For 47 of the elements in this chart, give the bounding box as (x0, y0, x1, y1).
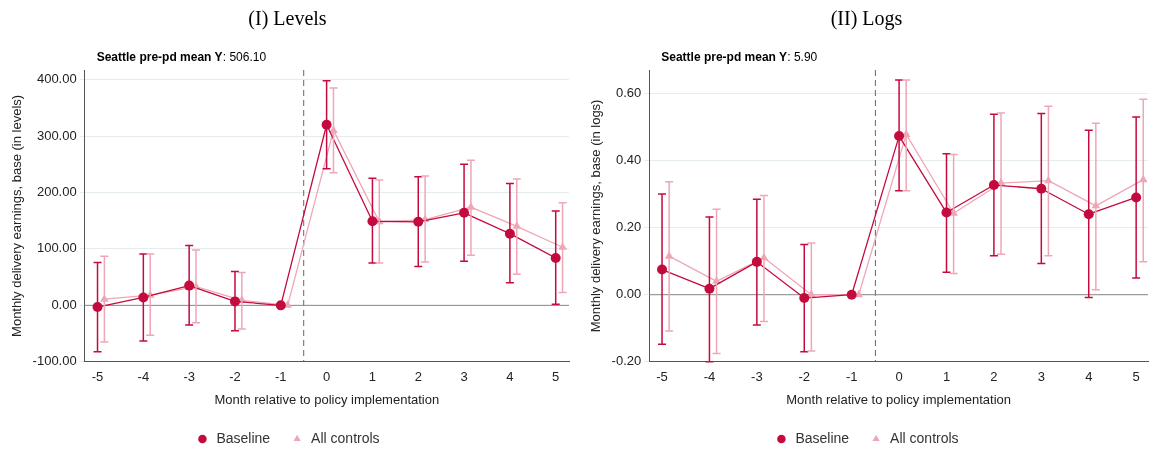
y-tick-label: 300.00 (36, 127, 77, 143)
x-tick-label: -4 (137, 369, 150, 385)
x-tick-label: 5 (1132, 369, 1140, 385)
x-tick-label: -2 (229, 369, 241, 385)
x-tick-label: -1 (845, 369, 858, 385)
x-tick-label: -3 (183, 369, 195, 385)
x-tick-label: -1 (275, 369, 287, 385)
legend-label: All controls (311, 429, 380, 446)
y-tick-label: -100.00 (32, 353, 77, 369)
y-tick-label: 100.00 (36, 240, 77, 256)
y-axis-title: Monthly delivery earnings, base (in logs) (588, 99, 604, 333)
text: Seattle pre-pd mean Y: 5.90 (661, 50, 818, 65)
x-tick-label: 2 (990, 369, 998, 385)
point (846, 289, 857, 300)
x-tick-label: -5 (91, 369, 104, 385)
x-tick-label: 5 (552, 369, 560, 385)
legend-label: All controls (890, 429, 959, 446)
chart-title: (I) Levels (248, 7, 327, 31)
x-tick-label: -5 (656, 369, 668, 385)
x-tick-label: -3 (751, 369, 763, 385)
y-tick-label: 0.60 (615, 85, 642, 101)
x-axis-title: Month relative to policy implementation (786, 391, 1011, 407)
legend-label: Baseline (216, 429, 271, 446)
x-tick-label: 1 (942, 369, 951, 385)
x-tick-label: -4 (703, 369, 716, 385)
x-tick-label: 3 (460, 369, 468, 385)
y-tick-label: 0.20 (615, 219, 642, 235)
y-tick-label: 400.00 (36, 71, 77, 87)
x-tick-label: 4 (506, 369, 514, 385)
x-tick-label: -2 (798, 369, 811, 385)
y-tick-label: 0.40 (615, 152, 642, 168)
x-axis-title: Month relative to policy implementation (214, 391, 440, 407)
x-tick-label: 2 (414, 369, 422, 385)
x-tick-label: 0 (323, 369, 331, 385)
text: Seattle pre-pd mean Y: 506.10 (96, 50, 267, 65)
point (275, 300, 286, 311)
chart-title: (II) Logs (830, 7, 903, 31)
x-tick-label: 0 (895, 369, 903, 385)
x-tick-label: 1 (368, 369, 377, 385)
y-axis-title: Monthly delivery earnings, base (in levels) (9, 94, 25, 337)
y-tick-label: 0.00 (51, 296, 77, 312)
y-tick-label: 200.00 (36, 184, 77, 200)
x-tick-label: 3 (1037, 369, 1045, 385)
y-tick-label: 0.00 (615, 286, 642, 302)
x-tick-label: 4 (1085, 369, 1093, 385)
y-tick-label: -0.20 (611, 353, 642, 369)
legend-label: Baseline (795, 429, 850, 446)
